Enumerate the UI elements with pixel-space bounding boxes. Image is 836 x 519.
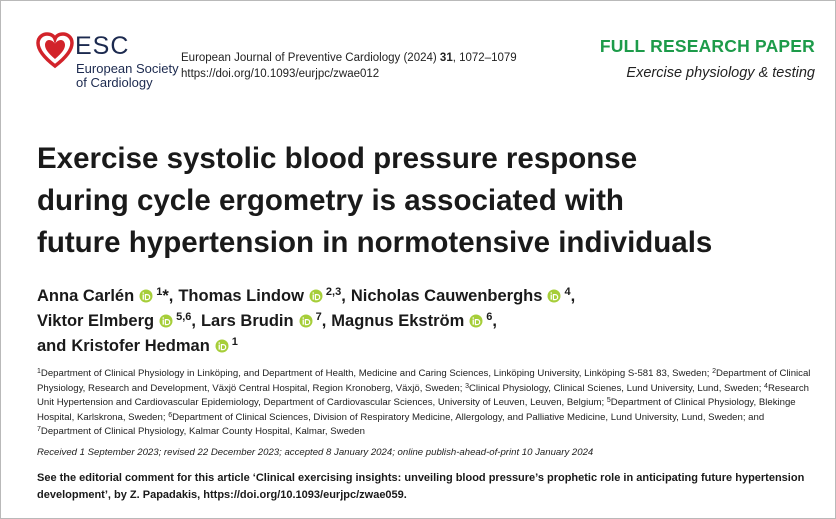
affiliation-text: Research Unit Hypertension and Cardiovas… <box>37 382 810 409</box>
author-separator: , <box>492 312 497 330</box>
affiliation-text: Department of Clinical Physiology, Resea… <box>37 368 811 394</box>
affiliation-ref: 6 <box>486 311 493 323</box>
affiliation: 1Department of Clinical Physiology in Li… <box>37 368 709 379</box>
author: Magnus Ekström 6, <box>331 311 502 331</box>
author-separator: , <box>570 287 576 305</box>
affiliation-text: Department of Clinical Physiology, Kalma… <box>40 426 365 438</box>
affiliation: 4Research Unit Hypertension and Cardiova… <box>37 383 809 409</box>
esc-abbr: ESC <box>75 32 130 60</box>
dates: Received 1 September 2023; revised 22 De… <box>37 447 594 458</box>
author: Lars Brudin 7, <box>200 311 331 331</box>
section: Exercise physiology & testing <box>626 65 815 81</box>
author-name: Lars Brudin <box>200 312 294 330</box>
affiliation-text: Department of Clinical Physiology, Bleki… <box>37 397 796 423</box>
journal-name: European Journal of Preventive Cardiolog… <box>181 52 437 64</box>
affiliation: 3Clinical Physiology, Clinical Scienes, … <box>465 383 761 394</box>
orcid-icon <box>547 289 561 303</box>
affiliation-ref: 7 <box>315 311 322 323</box>
affiliation-ref: 1 <box>156 286 163 298</box>
esc-name-line: of Cardiology <box>76 75 153 90</box>
author: and Kristofer Hedman 1 <box>37 336 238 356</box>
affiliation-text: Clinical Physiology, Clinical Scienes, L… <box>468 382 762 394</box>
title-line: Exercise systolic blood pressure respons… <box>37 142 638 175</box>
author-separator: , <box>191 312 196 330</box>
author-line: and Kristofer Hedman 1 <box>37 334 580 359</box>
affiliation: 6Department of Clinical Sciences, Divisi… <box>168 412 764 423</box>
doi-link[interactable]: https://doi.org/10.1093/eurjpc/zwae012 <box>181 68 380 80</box>
author-line: Viktor Elmberg 5,6, Lars Brudin 7, Magnus Ek… <box>37 309 580 334</box>
affiliation-text: Department of Clinical Sciences, Divisio… <box>172 411 765 423</box>
author-name: Magnus Ekström <box>331 312 465 330</box>
orcid-icon <box>299 314 313 328</box>
volume: 31 <box>439 52 453 64</box>
affiliation-text: Department of Clinical Physiology in Lin… <box>40 368 710 379</box>
affiliation-number: 3 <box>465 382 469 390</box>
authors: Anna Carlén 1*, Thomas Lindow 2,3, Nicholas … <box>37 284 580 359</box>
citation: European Journal of Preventive Cardiolog… <box>181 52 517 64</box>
orcid-icon <box>139 289 153 303</box>
affiliation-number: 1 <box>37 368 41 375</box>
article-title: Exercise systolic blood pressure respons… <box>37 138 712 264</box>
affiliation-number: 2 <box>712 368 717 375</box>
affiliations: 1Department of Clinical Physiology in Li… <box>37 367 815 440</box>
affiliation: 7Department of Clinical Physiology, Kalm… <box>37 426 365 437</box>
author: Anna Carlén 1*, <box>37 286 178 306</box>
affiliation-number: 7 <box>37 426 41 434</box>
author-separator: , <box>341 287 346 305</box>
orcid-icon <box>469 314 483 328</box>
author-name: Viktor Elmberg <box>37 312 155 330</box>
affiliation: 2Department of Clinical Physiology, Rese… <box>37 368 810 394</box>
author: Thomas Lindow 2,3, <box>178 286 350 306</box>
affiliation-number: 4 <box>764 382 768 390</box>
esc-name-line: European Society <box>76 61 179 76</box>
pages: 1072–1079 <box>459 52 517 64</box>
author-line: Anna Carlén 1*, Thomas Lindow 2,3, Nicholas … <box>37 284 580 309</box>
journal-info: European Journal of Preventive Cardiolog… <box>181 50 517 82</box>
author: Nicholas Cauwenberghs 4, <box>350 286 580 306</box>
orcid-icon <box>159 314 173 328</box>
author: Viktor Elmberg 5,6, <box>37 311 201 331</box>
esc-name: European Society of Cardiology <box>76 62 179 90</box>
esc-logo-heart <box>36 32 74 69</box>
affiliation-ref: 1 <box>231 336 238 348</box>
editorial-note: See the editorial comment for this artic… <box>37 472 805 501</box>
author-separator: , <box>168 287 174 305</box>
author-prefix: and <box>37 337 67 355</box>
author-name: Nicholas Cauwenberghs <box>350 287 543 305</box>
title-line: future hypertension in normotensive indi… <box>37 226 713 259</box>
orcid-icon <box>215 339 229 353</box>
author-separator: , <box>321 312 327 330</box>
affiliation-ref: 4 <box>564 286 571 298</box>
affiliation: 5Department of Clinical Physiology, Blek… <box>37 397 796 423</box>
author-name: Thomas Lindow <box>178 287 304 305</box>
author-name: Kristofer Hedman <box>71 337 210 355</box>
title-line: during cycle ergometry is associated wit… <box>37 184 624 217</box>
article-type: FULL RESEARCH PAPER <box>599 36 815 56</box>
affiliation-ref: 2,3 <box>325 286 342 298</box>
affiliation-number: 5 <box>606 397 611 405</box>
author-name: Anna Carlén <box>37 287 135 305</box>
corresponding-mark: * <box>162 287 169 305</box>
affiliation-ref: 5,6 <box>176 311 192 323</box>
orcid-icon <box>309 289 323 303</box>
affiliation-number: 6 <box>168 411 173 419</box>
